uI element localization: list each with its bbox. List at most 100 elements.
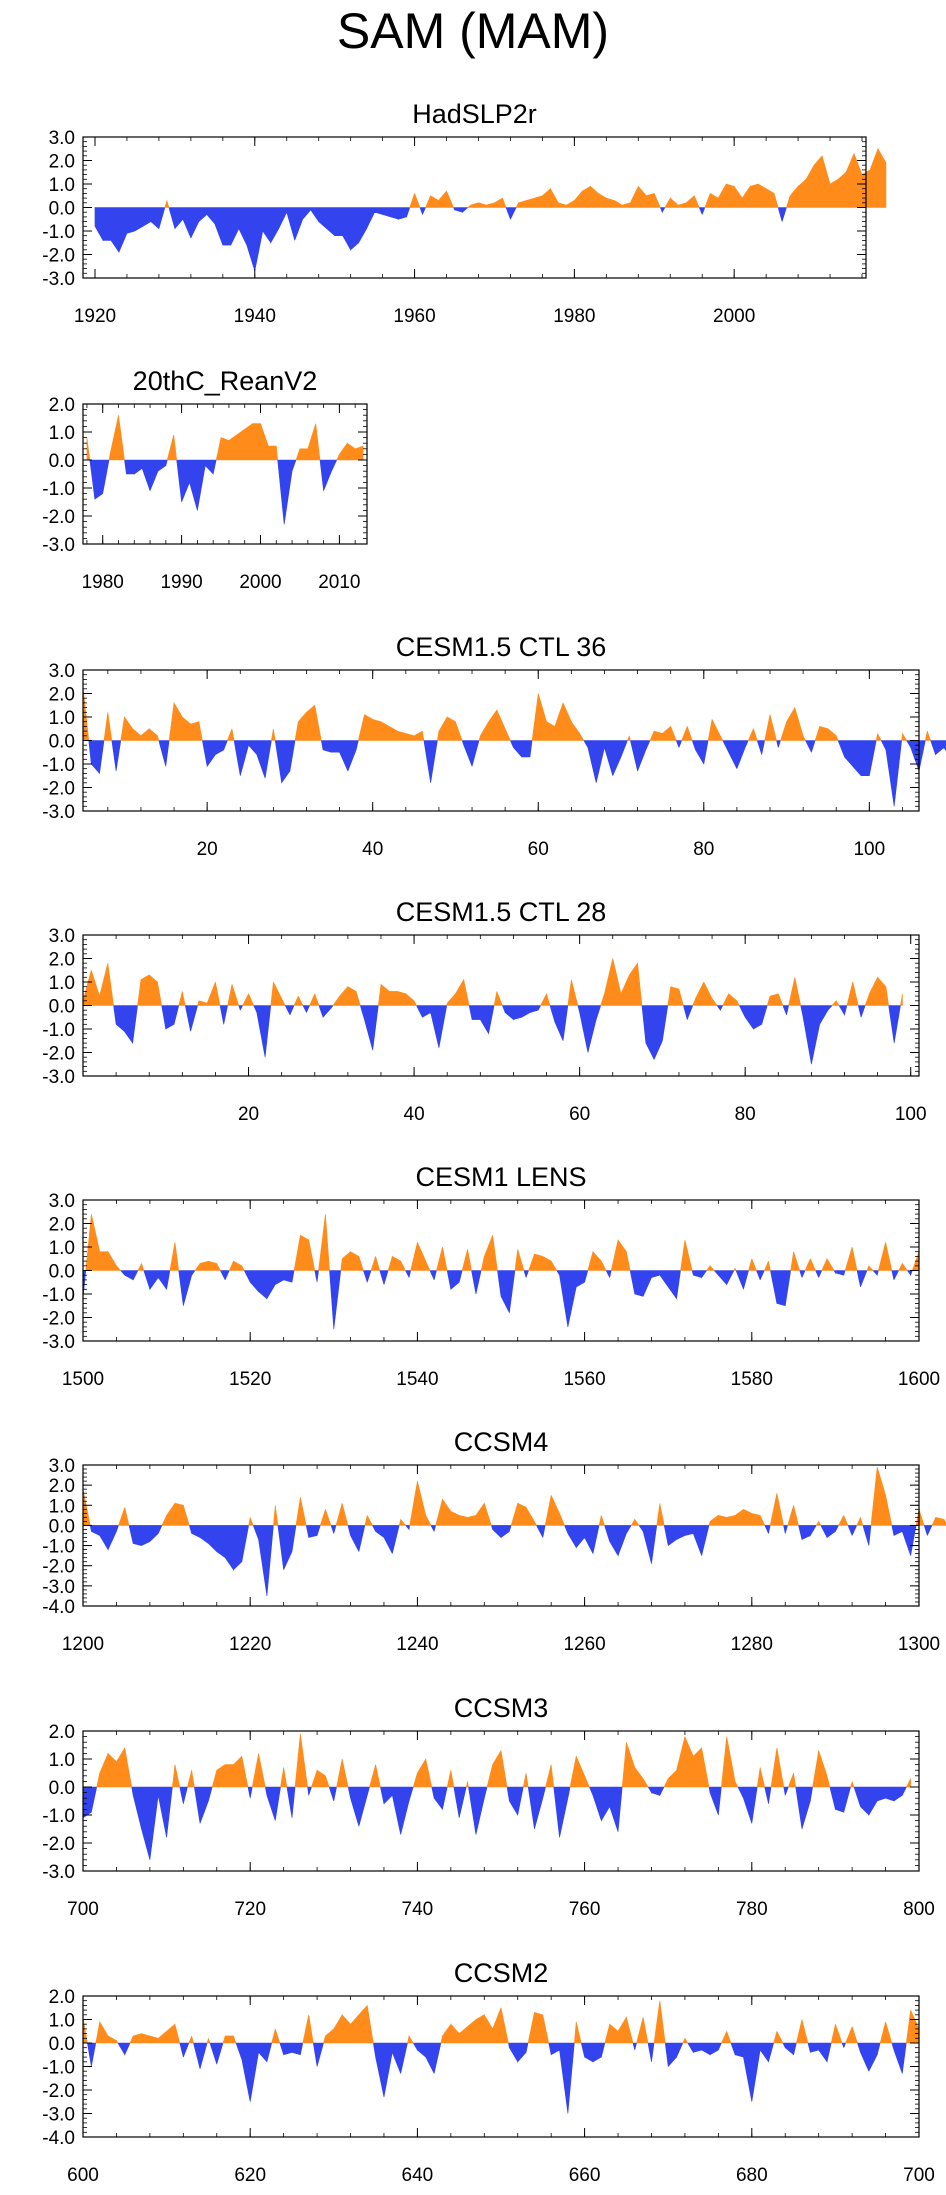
x-tick-label: 1580: [731, 1369, 773, 1390]
x-tick-label: 1980: [82, 572, 124, 593]
x-tick-label: 1960: [393, 306, 435, 327]
chart-panel-6: CCSM4 -4.0-3.0-2.0-1.00.01.02.03.0 1200 122…: [42, 1427, 946, 1655]
x-tick-label: 660: [569, 2165, 601, 2186]
y-tick-label: 0.0: [49, 1262, 75, 1283]
x-tick-label: 700: [67, 1899, 99, 1920]
x-tick-label: 40: [362, 839, 383, 860]
panel-title: CCSM4: [454, 1427, 549, 1457]
y-tick-label: 2.0: [49, 685, 75, 706]
x-tick-label: 720: [234, 1899, 266, 1920]
y-tick-label: 2.0: [49, 950, 75, 971]
negative-area: [89, 459, 338, 525]
y-tick-label: 1.0: [49, 2011, 75, 2032]
x-tick-label: 1560: [563, 1369, 605, 1390]
positive-area: [82, 2000, 920, 2044]
plot-frame: [82, 1730, 920, 1872]
y-tick-label: 0.0: [49, 997, 75, 1018]
x-tick-label: 800: [903, 1899, 935, 1920]
x-tick-label: 620: [234, 2165, 266, 2186]
y-tick-label: -2.0: [42, 779, 75, 800]
y-tick-label: 0.0: [49, 199, 75, 220]
x-tick-label: 100: [853, 839, 885, 860]
y-tick-label: -3.0: [42, 2105, 75, 2126]
x-tick-label: 600: [67, 2165, 99, 2186]
y-tick-label: -1.0: [42, 479, 75, 500]
y-tick-label: 3.0: [49, 661, 75, 682]
chart-panel-2: 20thC_ReanV2 -3.0 -2.0 -1.0 0.0 1.0 2.0 1980 199…: [42, 366, 368, 593]
y-tick-label: -2.0: [42, 1834, 75, 1855]
y-tick-label: -2.0: [42, 1557, 75, 1578]
x-tick-label: 1200: [62, 1634, 104, 1655]
y-tick-label: 0.0: [49, 2034, 75, 2055]
x-tick-label: 760: [569, 1899, 601, 1920]
y-tick-label: 2.0: [49, 1722, 75, 1743]
y-tick-label: 1.0: [49, 708, 75, 729]
y-tick-label: 2.0: [49, 1476, 75, 1497]
negative-area: [94, 207, 787, 272]
x-tick-label: 60: [569, 1104, 590, 1125]
x-tick-label: 2010: [318, 572, 360, 593]
panel-title: CCSM2: [454, 1958, 549, 1988]
chart-panel-3: CESM1.5 CTL 36 -3.0-2.0 -1.00.0 1.02.0 3.0 20…: [42, 632, 946, 860]
y-tick-label: 1.0: [49, 1496, 75, 1517]
x-tick-label: 20: [197, 839, 218, 860]
x-tick-label: 640: [402, 2165, 434, 2186]
y-tick-label: 1.0: [49, 423, 75, 444]
y-tick-label: -1.0: [42, 755, 75, 776]
panel-title: CESM1 LENS: [415, 1162, 586, 1192]
negative-area: [89, 1525, 933, 1596]
panel-title: 20thC_ReanV2: [133, 366, 318, 396]
y-tick-label: 0.0: [49, 1778, 75, 1799]
x-tick-label: 2000: [239, 572, 281, 593]
x-tick-label: 1240: [396, 1634, 438, 1655]
y-tick-label: -1.0: [42, 1806, 75, 1827]
x-tick-label: 1500: [62, 1369, 104, 1390]
y-tick-label: -4.0: [42, 2128, 75, 2149]
x-tick-label: 1300: [898, 1634, 940, 1655]
y-tick-label: -3.0: [42, 802, 75, 823]
panel-title: HadSLP2r: [412, 99, 537, 129]
y-tick-label: -2.0: [42, 246, 75, 267]
x-tick-label: 100: [895, 1104, 927, 1125]
figure-title: SAM (MAM): [336, 3, 610, 59]
x-tick-label: 1920: [74, 306, 116, 327]
x-tick-label: 2000: [713, 306, 755, 327]
y-tick-label: -3.0: [42, 1577, 75, 1598]
x-tick-label: 1220: [229, 1634, 271, 1655]
y-tick-label: 1.0: [49, 1750, 75, 1771]
positive-area: [86, 415, 364, 461]
x-tick-label: 80: [693, 839, 714, 860]
chart-panel-7: CCSM3 -3.0 -2.0 -1.0 0.0 1.0 2.0 700 720 740 760 78…: [42, 1693, 935, 1920]
x-tick-label: 1520: [229, 1369, 271, 1390]
y-tick-label: 3.0: [49, 926, 75, 947]
x-tick-label: 40: [404, 1104, 425, 1125]
x-tick-label: 1600: [898, 1369, 940, 1390]
positive-area: [82, 1466, 946, 1526]
plot-frame: [82, 403, 368, 545]
x-tick-label: 1540: [396, 1369, 438, 1390]
y-tick-label: 0.0: [49, 1516, 75, 1537]
y-tick-label: -1.0: [42, 1285, 75, 1306]
y-tick-label: 1.0: [49, 1238, 75, 1259]
panel-title: CESM1.5 CTL 36: [396, 632, 607, 662]
positive-area: [164, 147, 887, 208]
y-tick-label: 2.0: [49, 395, 75, 416]
y-tick-label: -3.0: [42, 535, 75, 556]
negative-area: [113, 1005, 901, 1065]
x-tick-label: 1260: [563, 1634, 605, 1655]
y-tick-label: 2.0: [49, 1987, 75, 2008]
y-tick-label: -1.0: [42, 2058, 75, 2079]
x-tick-label: 1940: [234, 306, 276, 327]
y-tick-label: 0.0: [49, 732, 75, 753]
y-tick-label: 1.0: [49, 973, 75, 994]
panel-title: CCSM3: [454, 1693, 549, 1723]
positive-area: [96, 1733, 911, 1788]
x-tick-label: 60: [528, 839, 549, 860]
negative-area: [82, 1270, 913, 1330]
chart-panel-5: CESM1 LENS -3.0-2.0 -1.00.0 1.02.0 3.0 1500 15…: [42, 1162, 940, 1390]
x-tick-label: 740: [402, 1899, 434, 1920]
plot-frame: [82, 1464, 920, 1607]
y-tick-label: -2.0: [42, 1309, 75, 1330]
x-tick-label: 20: [238, 1104, 259, 1125]
